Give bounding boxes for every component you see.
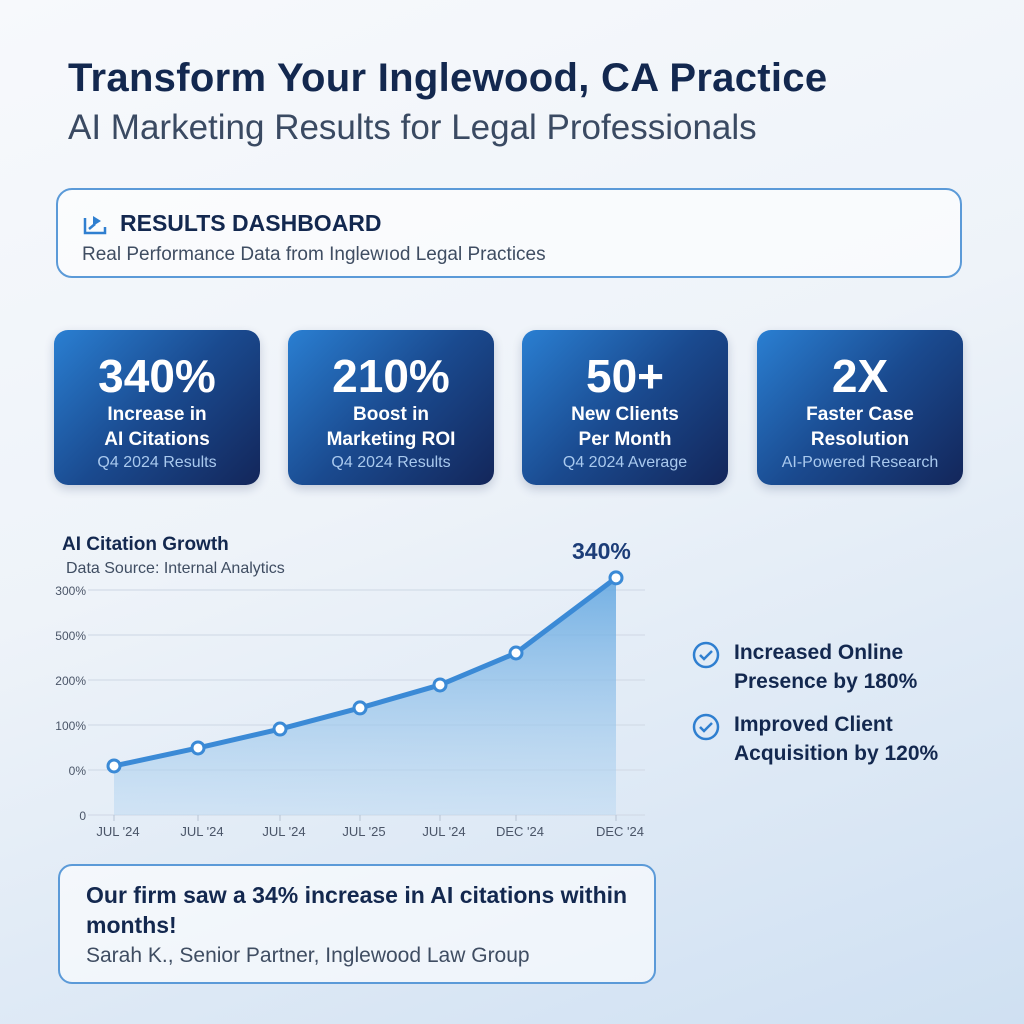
chart-upload-icon <box>83 215 107 234</box>
results-dashboard-panel: RESULTS DASHBOARD Real Performance Data … <box>56 188 962 278</box>
stat-card-roi: 210% Boost in Marketing ROI Q4 2024 Resu… <box>288 330 494 485</box>
y-tick-label: 0 <box>79 809 86 823</box>
data-point <box>432 677 448 693</box>
stat-label: Per Month <box>578 429 672 450</box>
stat-label: New Clients <box>571 404 679 425</box>
stat-note: AI-Powered Research <box>781 454 939 471</box>
data-point <box>352 700 368 716</box>
dashboard-title: RESULTS DASHBOARD <box>120 210 382 236</box>
citation-growth-chart: 0 0% 100% 200% 500% 300% JUL '24 JUL '24 JUL '24… <box>55 570 645 839</box>
chart-subtitle: Data Source: Internal Analytics <box>66 560 285 577</box>
stat-label: Boost in <box>353 404 429 425</box>
highlight-text: Acquisition by 120% <box>734 742 939 765</box>
testimonial-card: Our firm saw a 34% increase in AI citati… <box>58 864 656 984</box>
chart-peak-label: 340% <box>572 538 631 564</box>
data-point <box>272 721 288 737</box>
stat-value: 2X <box>831 350 889 402</box>
stat-card-clients: 50+ New Clients Per Month Q4 2024 Averag… <box>522 330 728 485</box>
stat-label: Faster Case <box>806 404 914 425</box>
data-point <box>190 740 206 756</box>
highlight-client-acquisition: Improved Client Acquisition by 120% <box>692 710 938 768</box>
stat-note: Q4 2024 Average <box>562 454 688 471</box>
stat-label: AI Citations <box>104 429 210 450</box>
data-point <box>608 570 624 586</box>
y-tick-label: 300% <box>55 584 86 598</box>
testimonial-author: Sarah K., Senior Partner, Inglewood Law … <box>86 944 530 967</box>
stat-note: Q4 2024 Results <box>331 454 451 471</box>
x-tick-label: JUL '25 <box>342 824 385 839</box>
testimonial-quote: Our firm saw a 34% increase in AI citati… <box>86 882 628 938</box>
check-circle-icon <box>692 641 720 669</box>
highlight-text: Presence by 180% <box>734 670 918 693</box>
x-tick-label: JUL '24 <box>422 824 465 839</box>
stat-value: 210% <box>332 350 450 402</box>
x-tick-label: JUL '24 <box>96 824 139 839</box>
page-title: Transform Your Inglewood, CA Practice <box>68 56 828 100</box>
y-tick-label: 500% <box>55 629 86 643</box>
x-tick-label: JUL '24 <box>180 824 223 839</box>
data-point <box>106 758 122 774</box>
data-point <box>508 645 524 661</box>
stat-value: 50+ <box>585 350 665 402</box>
y-tick-label: 200% <box>55 674 86 688</box>
y-tick-label: 100% <box>55 719 86 733</box>
dashboard-subtitle: Real Performance Data from Inglewıod Leg… <box>82 244 546 265</box>
stat-note: Q4 2024 Results <box>97 454 217 471</box>
highlight-online-presence: Increased Online Presence by 180% <box>692 638 917 696</box>
stat-card-resolution: 2X Faster Case Resolution AI-Powered Res… <box>757 330 963 485</box>
area-fill <box>114 577 616 815</box>
check-circle-icon <box>692 713 720 741</box>
stat-card-citations: 340% Increase in AI Citations Q4 2024 Re… <box>54 330 260 485</box>
x-tick-label: DEC '24 <box>496 824 544 839</box>
stat-label: Resolution <box>810 429 910 450</box>
stat-label: Marketing ROI <box>326 429 456 450</box>
stat-value: 340% <box>98 350 216 402</box>
x-tick-label: JUL '24 <box>262 824 305 839</box>
stat-label: Increase in <box>107 404 207 425</box>
highlight-text: Increased Online <box>734 641 904 664</box>
x-tick-label: DEC '24 <box>596 824 644 839</box>
highlight-text: Improved Client <box>734 713 893 736</box>
y-tick-label: 0% <box>69 764 87 778</box>
page-subtitle: AI Marketing Results for Legal Professio… <box>68 108 757 147</box>
chart-title: AI Citation Growth <box>62 534 229 555</box>
